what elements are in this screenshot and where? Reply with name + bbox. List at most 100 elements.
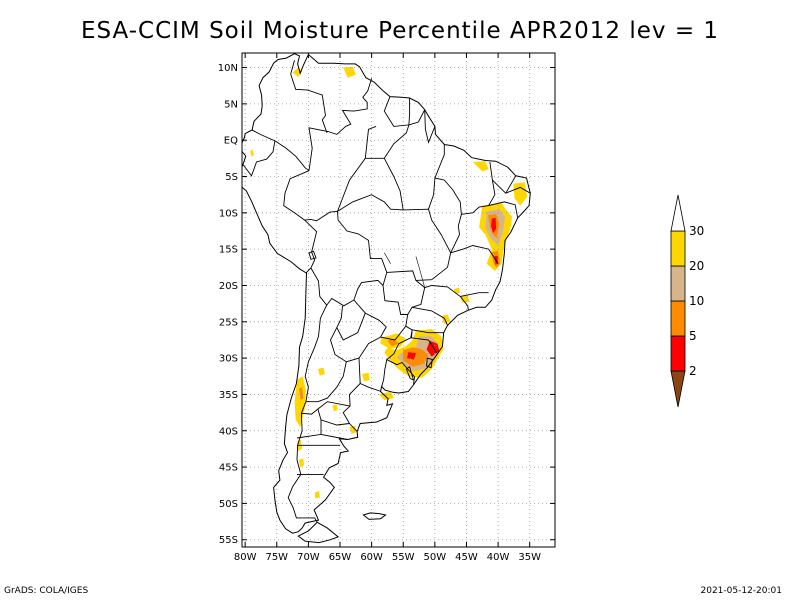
- lat-tick-label: 20S: [219, 281, 238, 292]
- border-line: [424, 109, 436, 144]
- border-line: [336, 305, 366, 341]
- lon-tick-label: 75W: [265, 552, 288, 563]
- border-line: [317, 408, 350, 426]
- legend-bin: [670, 230, 686, 267]
- lat-tick-label: 15S: [219, 245, 238, 256]
- legend-label: 20: [689, 259, 704, 273]
- lon-tick-label: 40W: [487, 552, 510, 563]
- legend-label: 10: [689, 294, 704, 308]
- shaded-region: [460, 294, 470, 303]
- shaded-region: [298, 458, 304, 468]
- shaded-region: [491, 217, 497, 234]
- legend-bin: [670, 300, 686, 337]
- shaded-region: [387, 338, 399, 347]
- lon-tick-label: 70W: [297, 552, 320, 563]
- border-line: [408, 109, 426, 126]
- legend-bin-highest: [670, 194, 686, 232]
- lat-tick-label: 5S: [225, 172, 238, 183]
- border-line: [434, 177, 462, 253]
- border-line: [488, 201, 519, 218]
- border-line: [412, 329, 444, 334]
- shaded-region: [441, 314, 451, 324]
- lon-tick-label: 55W: [392, 552, 415, 563]
- map-axes: 10N 5N EQ 5S 10S 15S 20S 25S 30S 35S 40S 45S 50S 55S 8…: [218, 53, 555, 563]
- border-line: [346, 336, 381, 363]
- legend-label: 30: [689, 224, 704, 238]
- lon-tick-label: 65W: [329, 552, 352, 563]
- shaded-region: [298, 387, 304, 401]
- border-line: [382, 285, 409, 327]
- grads-credit: GrADS: COLA/IGES: [4, 586, 89, 596]
- border-line: [505, 186, 531, 194]
- shaded-region: [343, 66, 356, 78]
- lon-tick-label: 60W: [360, 552, 383, 563]
- border-line: [337, 157, 385, 212]
- border-line: [412, 306, 448, 326]
- border-line: [460, 292, 489, 297]
- border-line: [242, 140, 276, 177]
- map-title: ESA-CCIM Soil Moisture Percentile APR201…: [80, 18, 720, 44]
- lat-tick-label: 25S: [219, 317, 238, 328]
- border-line: [364, 125, 377, 159]
- lake-outline: [426, 357, 433, 369]
- border-line: [407, 287, 426, 315]
- border-line: [353, 299, 407, 341]
- shaded-region: [407, 352, 416, 360]
- lat-tick-label: 10S: [219, 208, 238, 219]
- shaded-region: [513, 182, 528, 206]
- border-line: [428, 144, 445, 210]
- lat-tick-label: EQ: [224, 136, 238, 147]
- lat-tick-label: 10N: [218, 63, 238, 74]
- border-line: [386, 252, 452, 281]
- render-timestamp: 2021-05-12-20:01: [700, 586, 783, 596]
- legend-bin-lowest: [670, 370, 686, 408]
- lat-tick-label: 30S: [219, 354, 238, 365]
- border-line: [342, 383, 361, 432]
- border-line: [450, 245, 499, 264]
- falklands-coastline: [362, 512, 387, 520]
- shaded-region: [403, 347, 429, 367]
- border-line: [381, 359, 388, 387]
- legend-label: 5: [689, 329, 697, 343]
- border-line: [337, 194, 452, 254]
- map-frame: [241, 52, 556, 548]
- border-line: [383, 124, 410, 210]
- border-line: [251, 129, 310, 172]
- border-line: [287, 304, 328, 523]
- coastline-and-borders: [242, 53, 531, 544]
- border-line: [308, 78, 373, 171]
- border-line: [320, 433, 348, 440]
- lat-lon-grid: [242, 53, 555, 547]
- lat-tick-label: 40S: [219, 426, 238, 437]
- color-legend: 2 5 10 20 30: [670, 194, 704, 408]
- lat-tick-label: 45S: [219, 463, 238, 474]
- lon-tick-label: 50W: [424, 552, 447, 563]
- lake-outline: [405, 366, 415, 381]
- shaded-region: [250, 148, 254, 157]
- shaded-region: [362, 372, 370, 382]
- shaded-region: [472, 161, 489, 172]
- river-line: [384, 252, 391, 264]
- percentile-shading: [250, 66, 528, 499]
- border-line: [290, 60, 329, 133]
- legend-bin: [670, 335, 686, 372]
- border-line: [383, 96, 411, 127]
- lat-tick-label: 5N: [224, 99, 238, 110]
- river-line: [415, 256, 425, 288]
- border-line: [411, 329, 438, 354]
- lon-tick-label: 80W: [234, 552, 257, 563]
- border-line: [305, 327, 347, 403]
- legend-bin: [670, 265, 686, 302]
- lon-tick-label: 45W: [455, 552, 478, 563]
- lake-outline: [308, 250, 317, 260]
- tierra-del-fuego-coastline: [297, 521, 340, 544]
- shaded-region: [317, 367, 325, 376]
- shaded-region: [332, 404, 338, 412]
- lon-tick-label: 35W: [518, 552, 541, 563]
- border-line: [304, 210, 388, 307]
- border-line: [301, 401, 351, 415]
- legend-label: 2: [689, 364, 697, 378]
- shaded-region: [294, 376, 306, 428]
- lat-tick-label: 50S: [219, 499, 238, 510]
